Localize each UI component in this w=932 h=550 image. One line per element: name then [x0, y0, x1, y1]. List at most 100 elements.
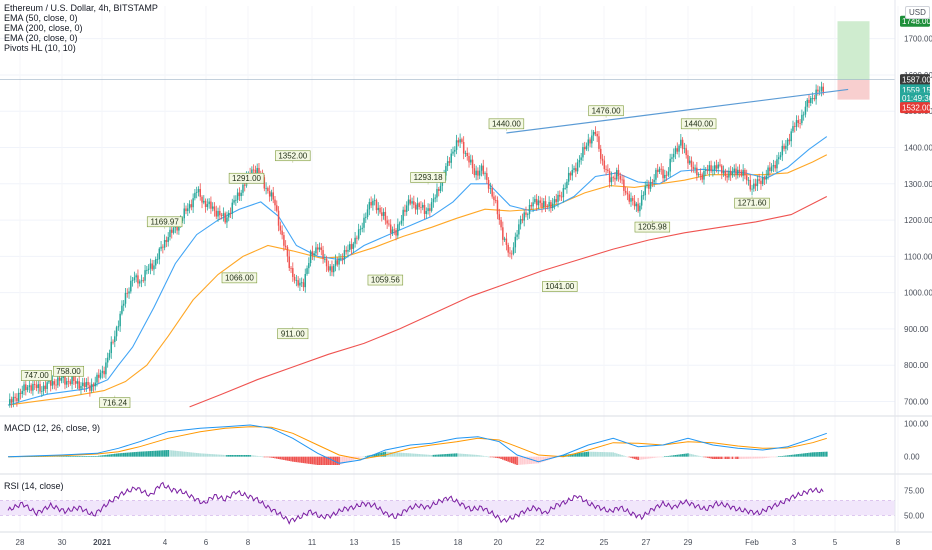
candle[interactable] [582, 142, 584, 161]
candle[interactable] [633, 195, 636, 210]
candle[interactable] [274, 195, 276, 212]
candle[interactable] [777, 152, 780, 165]
candle[interactable] [459, 133, 461, 149]
candle[interactable] [137, 269, 139, 289]
candle[interactable] [763, 175, 766, 185]
candle[interactable] [87, 376, 89, 389]
candle[interactable] [73, 375, 75, 385]
candle[interactable] [496, 196, 499, 220]
candle[interactable] [671, 153, 673, 163]
candle[interactable] [703, 165, 705, 185]
candle[interactable] [446, 155, 449, 171]
candle[interactable] [745, 169, 748, 185]
candle[interactable] [329, 264, 331, 277]
candle[interactable] [101, 365, 104, 379]
candle[interactable] [640, 190, 643, 210]
candle[interactable] [96, 372, 98, 387]
candle[interactable] [697, 172, 700, 178]
candle[interactable] [300, 277, 303, 288]
candle[interactable] [754, 178, 757, 192]
candle[interactable] [92, 382, 95, 392]
candle[interactable] [268, 185, 271, 202]
candle[interactable] [340, 254, 342, 262]
x-tick-label[interactable]: 4 [163, 538, 168, 547]
candle[interactable] [544, 195, 547, 212]
y-tick-label[interactable]: 800.00 [904, 361, 929, 370]
candle[interactable] [324, 253, 326, 263]
candle[interactable] [308, 257, 310, 274]
candle[interactable] [761, 171, 764, 187]
candle[interactable] [133, 271, 136, 284]
y-tick-label[interactable]: 700.00 [904, 397, 929, 406]
candle[interactable] [151, 259, 153, 272]
candle[interactable] [32, 378, 34, 396]
candle[interactable] [283, 231, 285, 252]
candle[interactable] [518, 219, 520, 240]
candle[interactable] [808, 94, 810, 108]
candle[interactable] [535, 194, 538, 211]
candle[interactable] [341, 253, 344, 265]
candle[interactable] [219, 205, 221, 220]
candle[interactable] [591, 129, 593, 148]
candle[interactable] [318, 242, 321, 253]
y-tick-label[interactable]: 900.00 [904, 325, 929, 334]
candle[interactable] [523, 210, 525, 227]
candle[interactable] [231, 198, 234, 220]
resistance-trendline[interactable] [506, 88, 849, 134]
candle[interactable] [343, 245, 346, 265]
candle[interactable] [610, 171, 613, 187]
candle[interactable] [53, 378, 56, 390]
candle[interactable] [98, 369, 100, 384]
candle[interactable] [667, 167, 670, 178]
pivot-label[interactable]: 716.24 [99, 395, 131, 408]
x-tick-label[interactable]: 28 [16, 538, 25, 547]
candle[interactable] [94, 376, 96, 391]
candle[interactable] [607, 164, 609, 174]
candle[interactable] [33, 380, 36, 390]
ema-50-line[interactable] [7, 154, 828, 406]
candle[interactable] [795, 115, 798, 131]
candle[interactable] [457, 137, 460, 147]
candle[interactable] [632, 195, 634, 206]
candle[interactable] [461, 137, 463, 144]
pivot-label[interactable]: 1169.97 [146, 216, 183, 229]
candle[interactable] [514, 232, 517, 254]
candle[interactable] [42, 381, 45, 396]
pivot-label[interactable]: 1440.00 [488, 118, 525, 131]
candle[interactable] [243, 182, 246, 192]
candle[interactable] [624, 186, 627, 196]
y-tick-label[interactable]: 1700.00 [904, 35, 932, 44]
candle[interactable] [505, 232, 508, 251]
candle[interactable] [169, 225, 171, 241]
candle[interactable] [450, 148, 452, 169]
candle[interactable] [571, 164, 574, 181]
candle[interactable] [74, 375, 77, 388]
candle[interactable] [297, 276, 299, 288]
candle[interactable] [528, 199, 531, 219]
candle[interactable] [648, 180, 650, 195]
candle[interactable] [334, 254, 337, 272]
candle[interactable] [122, 300, 125, 312]
candle[interactable] [357, 223, 360, 241]
candle[interactable] [414, 202, 417, 215]
candle[interactable] [701, 172, 703, 183]
candle[interactable] [651, 178, 654, 188]
candle[interactable] [379, 205, 381, 215]
candle[interactable] [687, 150, 689, 170]
candle[interactable] [438, 186, 440, 197]
candle[interactable] [121, 300, 123, 316]
x-tick-label[interactable]: 25 [600, 538, 609, 547]
candle[interactable] [628, 190, 630, 205]
candle[interactable] [171, 225, 173, 239]
x-tick-label[interactable]: 8 [896, 538, 901, 547]
candle[interactable] [680, 134, 682, 149]
candle[interactable] [772, 159, 775, 173]
candle[interactable] [649, 176, 652, 192]
candle[interactable] [309, 249, 312, 267]
price-tag[interactable]: 1532.00 [900, 102, 931, 114]
candle[interactable] [820, 81, 823, 97]
candle[interactable] [786, 137, 789, 151]
candle[interactable] [16, 393, 18, 407]
legend-ema-200[interactable]: EMA (200, close, 0) [4, 23, 83, 33]
candle[interactable] [158, 247, 161, 265]
